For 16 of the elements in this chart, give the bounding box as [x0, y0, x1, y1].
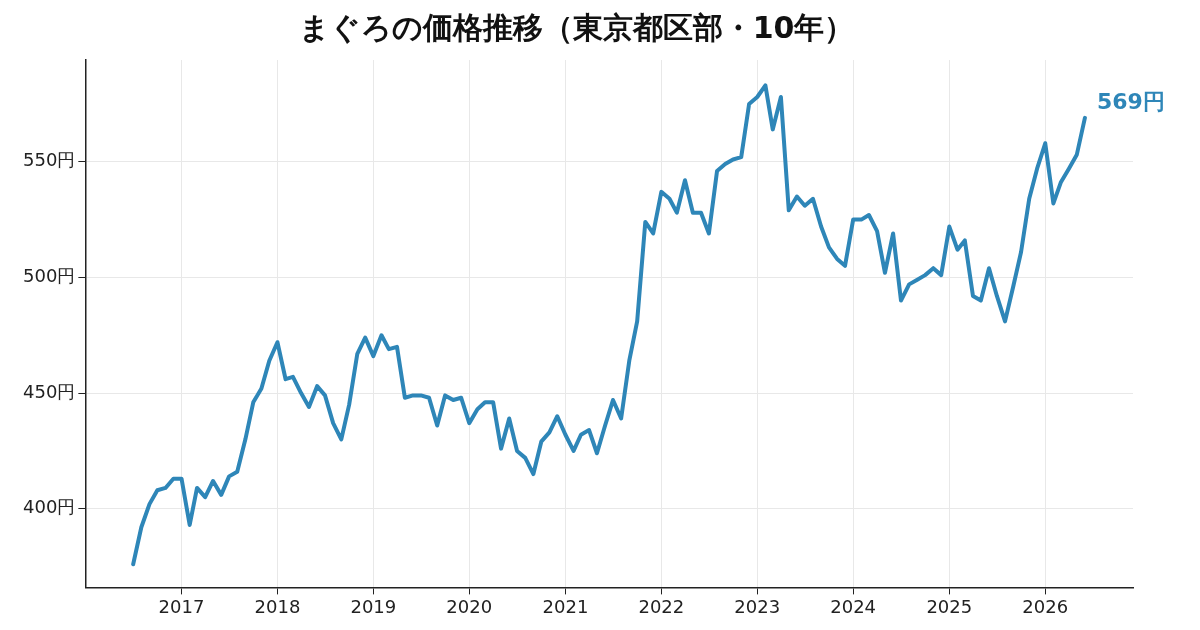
x-tick-label: 2025: [926, 595, 973, 617]
annotation: 569円: [1096, 88, 1165, 114]
y-tick-label: 550円: [23, 149, 76, 171]
x-tick-label: 2024: [830, 595, 877, 617]
y-tick-label: 450円: [23, 380, 76, 402]
x-tick-label: 2020: [446, 595, 493, 617]
x-tick-label: 2017: [158, 595, 205, 617]
y-tick-label: 400円: [23, 496, 76, 518]
x-tick-label: 2023: [734, 595, 781, 617]
x-tick-label: 2026: [1022, 595, 1069, 617]
x-tick-label: 2018: [254, 595, 301, 617]
chart-title: まぐろの価格推移（東京都区部・10年）: [298, 9, 855, 45]
y-tick-label: 500円: [23, 265, 76, 287]
x-tick-label: 2022: [638, 595, 685, 617]
x-tick-label: 2021: [542, 595, 589, 617]
x-tick-label: 2019: [350, 595, 397, 617]
